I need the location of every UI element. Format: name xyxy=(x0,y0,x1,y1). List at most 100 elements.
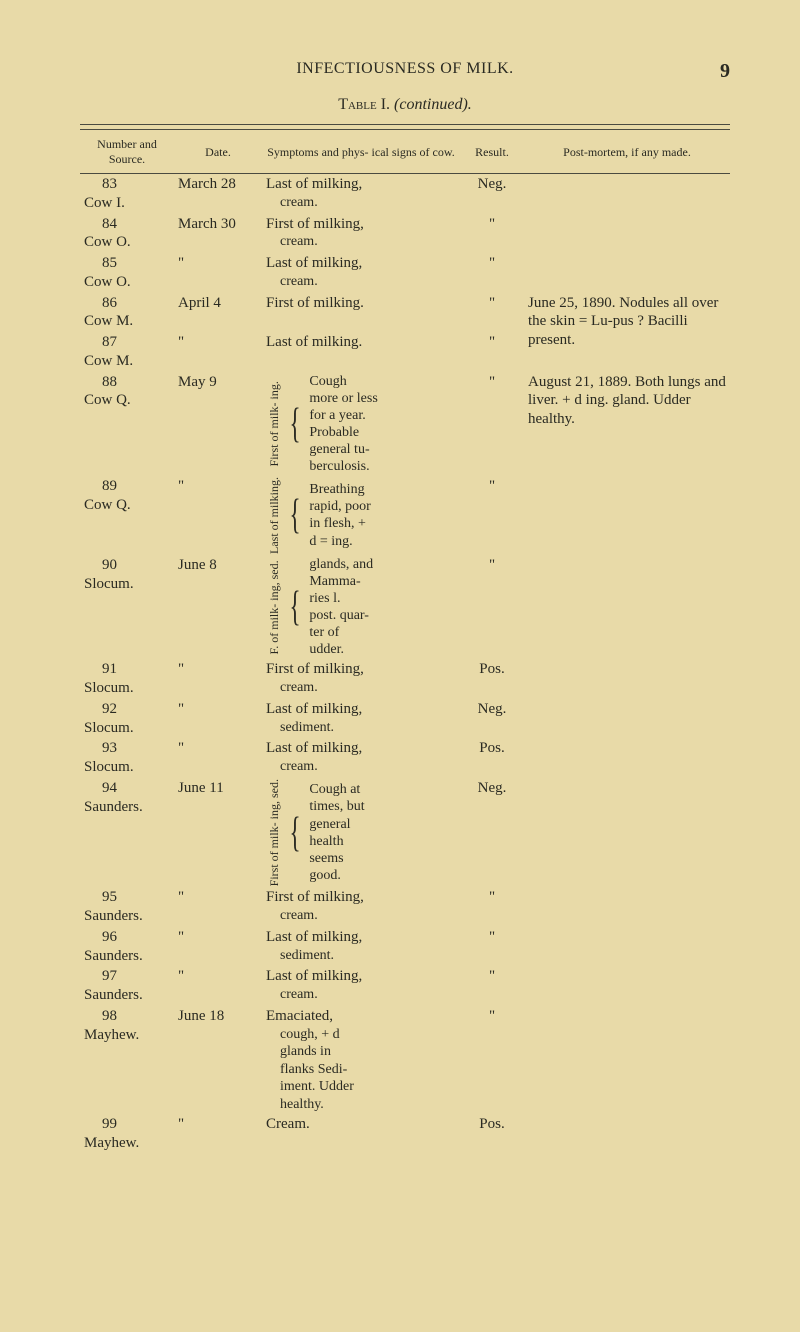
row-postmortem xyxy=(524,927,730,967)
note-line: cough, + d xyxy=(266,1026,456,1044)
brace-lines: Cough at times, but general health seems… xyxy=(307,779,364,886)
brace-lines: Breathing rapid, poor in flesh, + d = in… xyxy=(307,477,370,554)
table-caption-sc: Table xyxy=(338,96,377,113)
running-head: INFECTIOUSNESS OF MILK. xyxy=(80,60,730,78)
col-header-result: Result. xyxy=(460,131,524,174)
brace-lines: Cough more or less for a year. Probable … xyxy=(307,373,377,475)
brace-label: Last of milking. xyxy=(266,477,283,554)
row-symptoms-line2: cream. xyxy=(266,273,456,291)
row-symptoms-line2: cream. xyxy=(266,679,456,697)
col-header-postmortem: Post-mortem, if any made. xyxy=(524,131,730,174)
brace-line: Cough xyxy=(309,373,377,390)
row-postmortem xyxy=(524,1114,730,1154)
row-result: " xyxy=(460,332,524,372)
row-number: 84 xyxy=(84,215,170,234)
row-symptoms: Last of milking, xyxy=(266,254,456,273)
row-date: " xyxy=(174,738,262,778)
row-postmortem xyxy=(524,738,730,778)
row-number: 85 xyxy=(84,254,170,273)
row-result: " xyxy=(460,253,524,293)
table-row: 90 Slocum. June 8 F. of milk- ing, sed. … xyxy=(80,555,730,659)
row-source: Saunders. xyxy=(84,986,170,1005)
row-symptoms: Last of milking, xyxy=(266,928,456,947)
row-result: " xyxy=(460,372,524,476)
row-symptoms: Last of milking, xyxy=(266,739,456,758)
brace-label: F. of milk- ing, sed. xyxy=(266,556,283,658)
row-source: Cow O. xyxy=(84,273,170,292)
row-source: Slocum. xyxy=(84,679,170,698)
row-date: " xyxy=(174,476,262,555)
table-row: 91 Slocum. " First of milking, cream. Po… xyxy=(80,659,730,699)
table-caption: Table I. (continued). xyxy=(80,96,730,114)
row-symptoms: Last of milking. xyxy=(266,333,456,352)
brace-label: First of milk- ing. xyxy=(266,373,283,475)
row-number: 90 xyxy=(84,556,170,575)
row-source: Saunders. xyxy=(84,798,170,817)
row-result: Pos. xyxy=(460,1114,524,1154)
row-symptoms: Emaciated, xyxy=(266,1007,456,1026)
row-symptoms: Cream. xyxy=(266,1115,456,1134)
brace-line: general xyxy=(309,816,364,833)
row-source: Cow O. xyxy=(84,233,170,252)
row-date: " xyxy=(174,332,262,372)
row-result: " xyxy=(460,927,524,967)
row-symptoms-line2: sediment. xyxy=(266,947,456,965)
row-date: " xyxy=(174,887,262,927)
row-number: 98 xyxy=(84,1007,170,1026)
brace-lines: glands, and Mamma- ries l. post. quar- t… xyxy=(307,556,373,658)
brace-line: good. xyxy=(309,867,364,884)
rule-top-inner xyxy=(80,129,730,130)
row-symptoms: First of milking, xyxy=(266,215,456,234)
row-source: Slocum. xyxy=(84,758,170,777)
brace-line: Mamma- xyxy=(309,573,373,590)
row-number: 93 xyxy=(84,739,170,758)
row-source: Cow Q. xyxy=(84,496,170,515)
col-header-source: Number and Source. xyxy=(80,131,174,174)
row-result: " xyxy=(460,966,524,1006)
row-source: Slocum. xyxy=(84,575,170,594)
table-row: 92 Slocum. " Last of milking, sediment. … xyxy=(80,699,730,739)
row-symptoms: First of milking. xyxy=(266,294,456,313)
row-result: " xyxy=(460,293,524,333)
rule-top-outer xyxy=(80,124,730,125)
row-number: 86 xyxy=(84,294,170,313)
row-number: 99 xyxy=(84,1115,170,1134)
row-number: 83 xyxy=(84,175,170,194)
table-caption-num: I. xyxy=(377,96,394,113)
row-symptoms: First of milking, xyxy=(266,888,456,907)
row-source: Cow M. xyxy=(84,352,170,371)
row-result: " xyxy=(460,476,524,555)
row-number: 91 xyxy=(84,660,170,679)
row-number: 89 xyxy=(84,477,170,496)
row-number: 95 xyxy=(84,888,170,907)
row-number: 87 xyxy=(84,333,170,352)
row-source: Saunders. xyxy=(84,947,170,966)
brace-line: general tu- xyxy=(309,441,377,458)
col-header-date: Date. xyxy=(174,131,262,174)
row-symptoms: Last of milking, xyxy=(266,175,456,194)
brace-line: Cough at xyxy=(309,781,364,798)
brace-line: berculosis. xyxy=(309,458,377,475)
row-number: 97 xyxy=(84,967,170,986)
row-date: " xyxy=(174,927,262,967)
row-date: June 8 xyxy=(174,555,262,659)
row-date: May 9 xyxy=(174,372,262,476)
row-postmortem xyxy=(524,699,730,739)
brace-line: glands, and xyxy=(309,556,373,573)
row-date: June 11 xyxy=(174,778,262,887)
row-source: Mayhew. xyxy=(84,1134,170,1153)
row-postmortem xyxy=(524,476,730,555)
row-number: 94 xyxy=(84,779,170,798)
brace-line: times, but xyxy=(309,798,364,815)
brace-line: rapid, poor xyxy=(309,498,370,515)
row-date: " xyxy=(174,1114,262,1154)
brace-block: First of milk- ing. { Cough more or less… xyxy=(266,373,456,475)
row-result: " xyxy=(460,887,524,927)
row-number: 92 xyxy=(84,700,170,719)
row-source: Mayhew. xyxy=(84,1026,170,1045)
note-line: iment. Udder xyxy=(266,1078,456,1096)
row-postmortem xyxy=(524,214,730,254)
brace-label: First of milk- ing, sed. xyxy=(266,779,283,886)
table-row: 94 Saunders. June 11 First of milk- ing,… xyxy=(80,778,730,887)
row-date: April 4 xyxy=(174,293,262,333)
